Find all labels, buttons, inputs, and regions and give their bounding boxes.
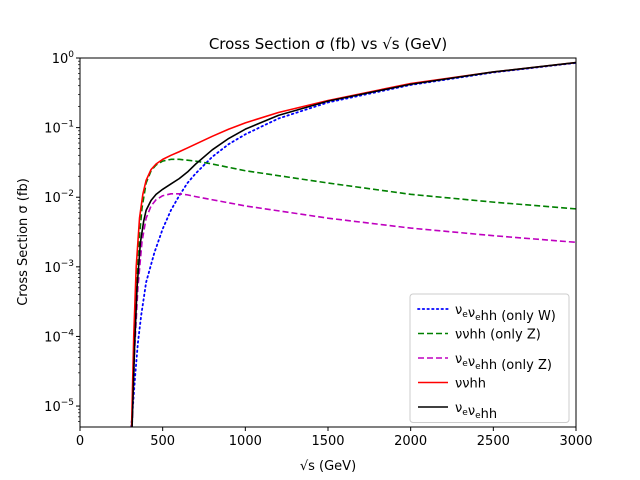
x-axis-label: √s (GeV)	[300, 459, 356, 474]
y-tick-label: 10−3	[44, 259, 74, 276]
y-tick-label: 10−1	[44, 120, 74, 137]
y-tick-label: 10−5	[44, 398, 74, 415]
legend-label-2: ννhh (only Z)	[455, 328, 541, 343]
legend-label-5: νeνehh	[455, 401, 497, 422]
x-tick-label: 1000	[229, 434, 262, 449]
legend-label-3: νeνehh (only Z)	[455, 352, 552, 373]
series-line-3	[131, 192, 576, 427]
plot-area	[130, 61, 576, 427]
y-tick-label: 10−2	[44, 189, 74, 206]
chart-title: Cross Section σ (fb) vs √s (GeV)	[209, 35, 447, 53]
series-line-4	[130, 61, 576, 427]
legend-label-1: νeνehh (only W)	[455, 303, 556, 324]
x-tick-label: 0	[76, 434, 84, 449]
y-axis-label: Cross Section σ (fb)	[16, 178, 31, 306]
x-tick-label: 3000	[559, 434, 592, 449]
legend: νeνehh (only W) ννhh (only Z) νeνehh (only…	[409, 293, 570, 423]
x-tick-label: 500	[150, 434, 175, 449]
series-line-1	[130, 62, 576, 427]
x-tick-label: 2500	[477, 434, 510, 449]
x-tick-label: 1500	[311, 434, 344, 449]
series-line-5	[131, 61, 576, 427]
axes: √s (GeV) Cross Section σ (fb) 0 500 1000 15…	[16, 50, 593, 474]
y-tick-label: 100	[52, 50, 75, 67]
series-line-2	[131, 158, 576, 427]
x-tick-label: 2000	[394, 434, 427, 449]
series-group	[130, 61, 576, 427]
y-tick-label: 10−4	[44, 328, 74, 345]
legend-box	[409, 293, 570, 423]
legend-label-4: ννhh	[455, 377, 486, 392]
